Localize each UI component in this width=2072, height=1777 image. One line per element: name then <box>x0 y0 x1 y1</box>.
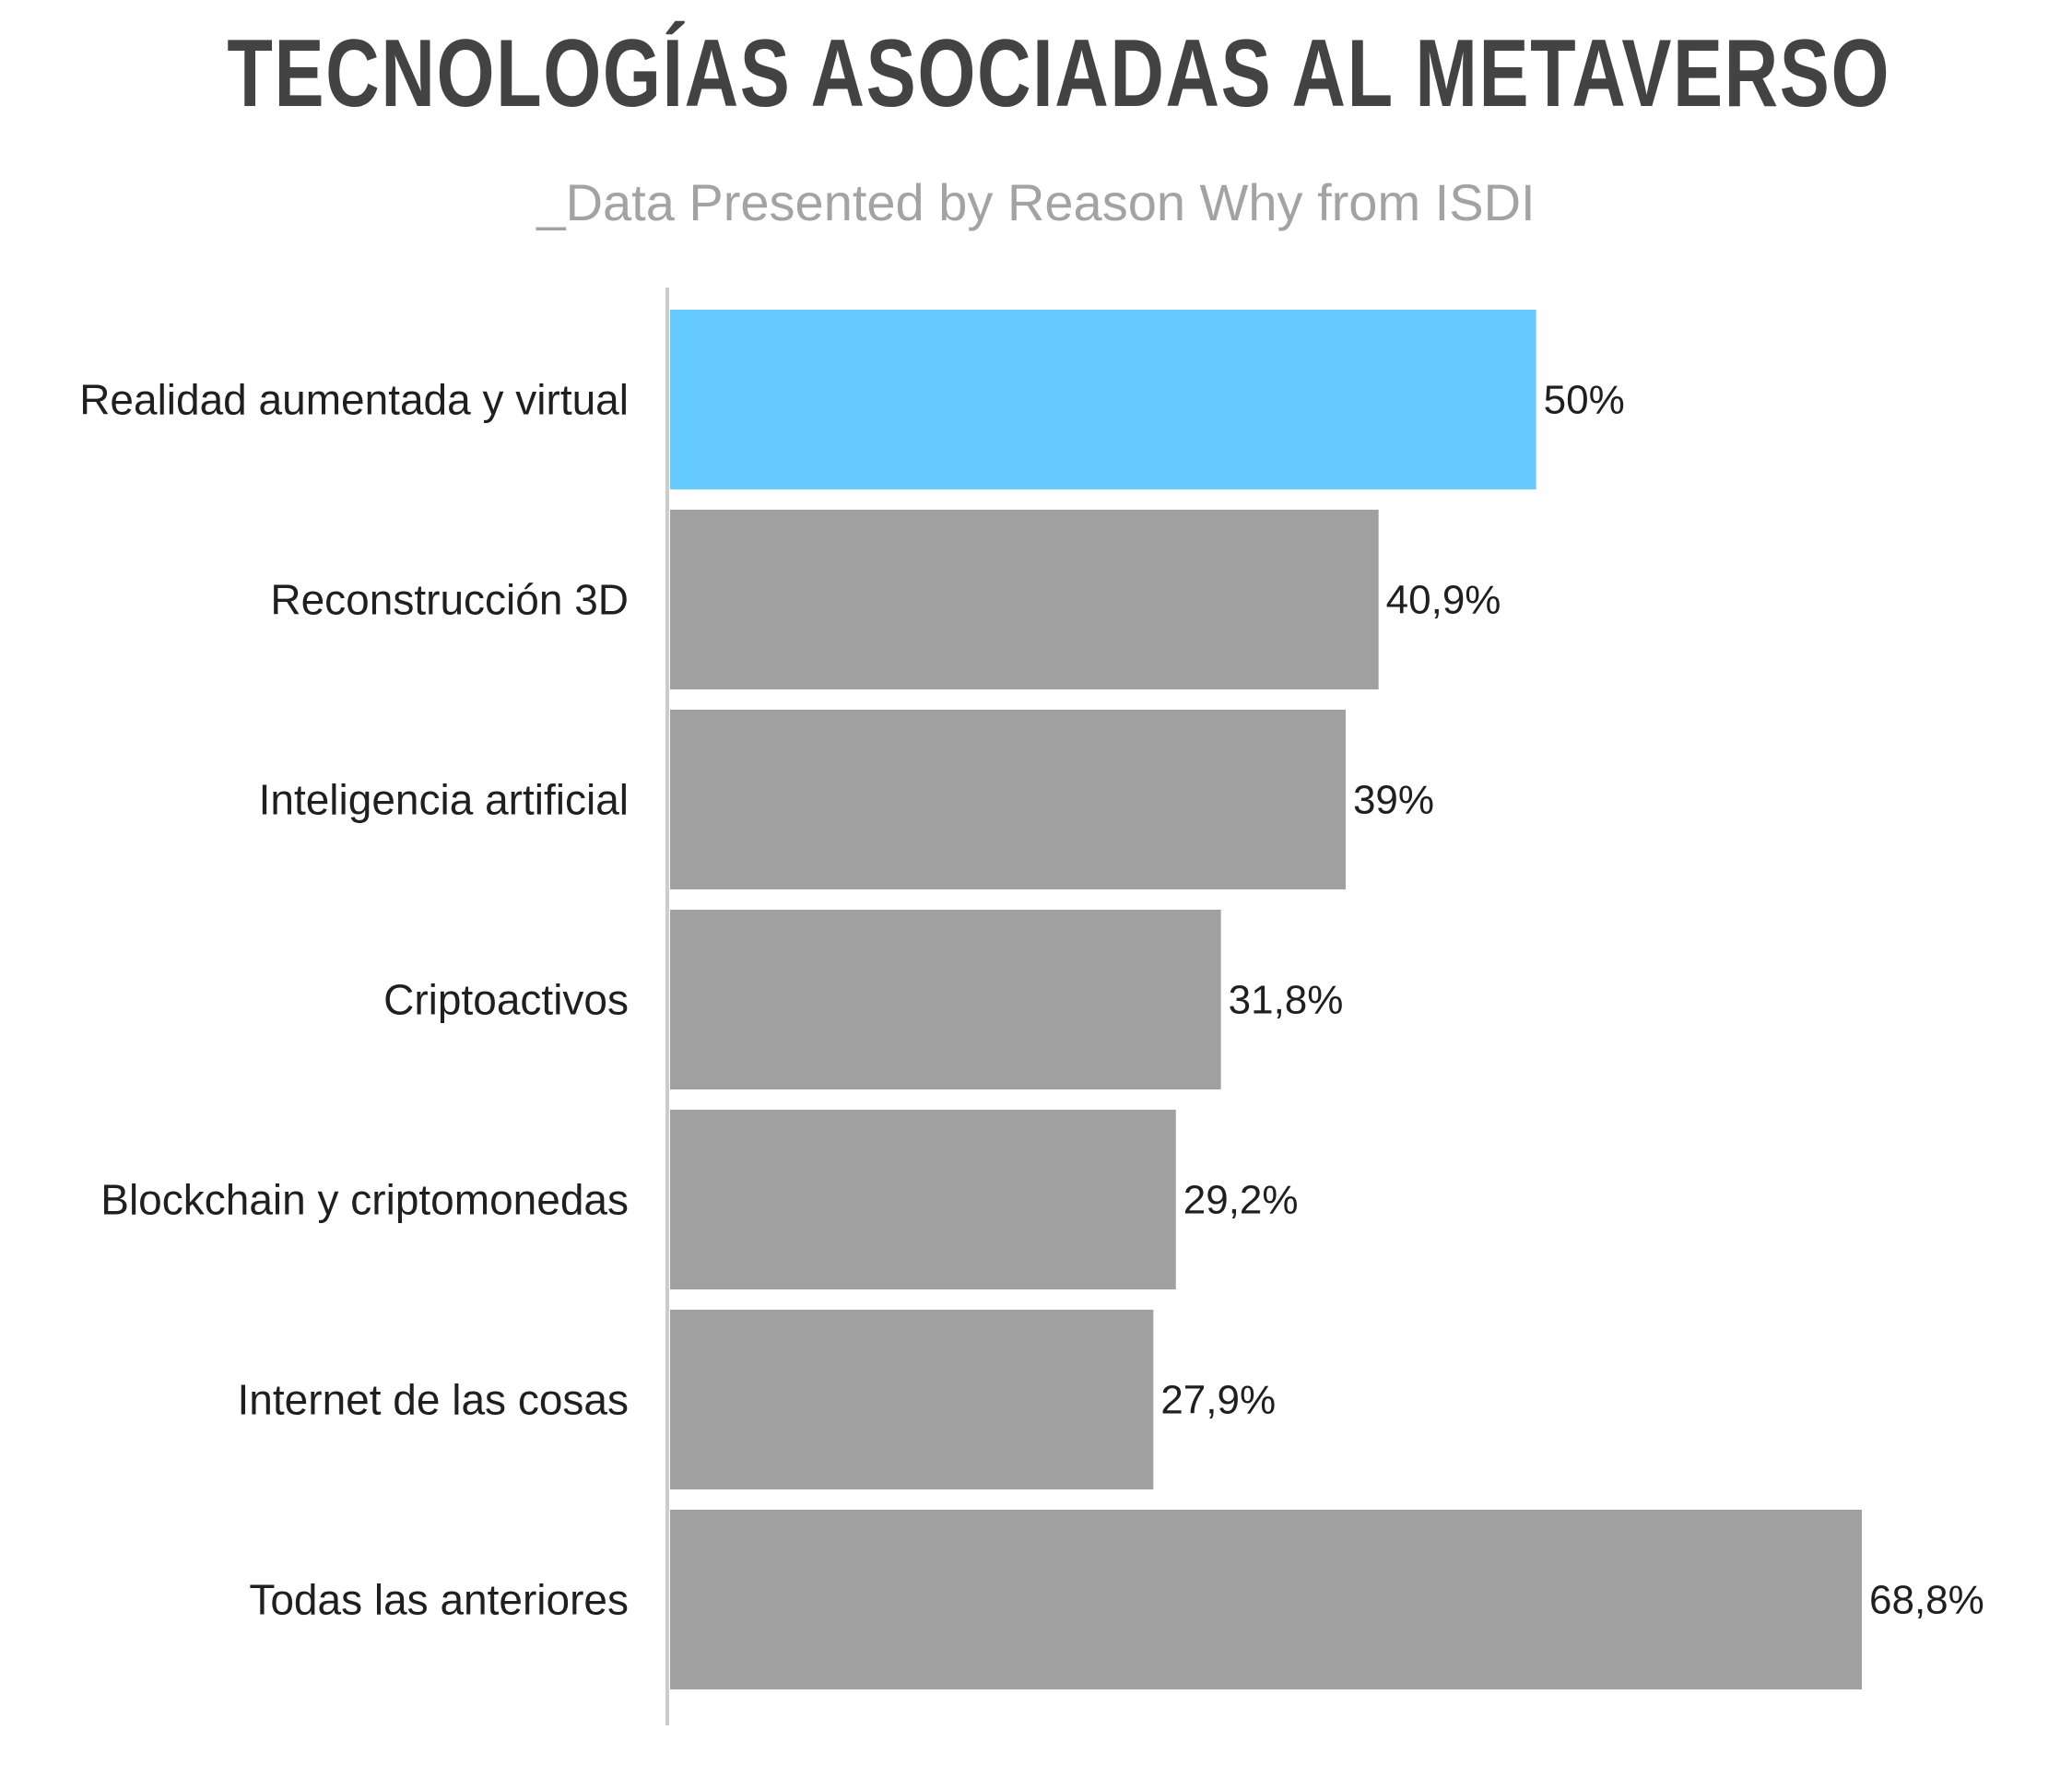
bar-6 <box>670 1510 1862 1689</box>
value-label-6: 68,8% <box>1869 1578 1984 1623</box>
value-label-0: 50% <box>1544 378 1625 423</box>
value-label-2: 39% <box>1353 778 1434 823</box>
bar-1 <box>670 510 1379 689</box>
bar-2 <box>670 710 1346 889</box>
bars-layer: Realidad aumentada y virtual 50% Reconstru… <box>79 310 1984 1689</box>
bar-0 <box>670 310 1536 489</box>
category-label-3: Criptoactivos <box>383 976 629 1024</box>
value-label-3: 31,8% <box>1229 978 1344 1023</box>
category-label-6: Todas las anteriores <box>249 1576 629 1624</box>
bar-4 <box>670 1110 1176 1289</box>
value-label-4: 29,2% <box>1183 1178 1299 1223</box>
bar-3 <box>670 910 1221 1089</box>
category-label-2: Inteligencia artificial <box>259 776 629 824</box>
category-label-5: Internet de las cosas <box>238 1376 629 1424</box>
chart-title: TECNOLOGÍAS ASOCIADAS AL METAVERSO <box>227 20 1891 127</box>
category-label-4: Blockchain y criptomonedas <box>100 1176 629 1224</box>
bar-5 <box>670 1310 1154 1489</box>
category-label-1: Reconstrucción 3D <box>270 576 629 624</box>
chart-subtitle: _Data Presented by Reason Why from ISDI <box>536 173 1536 231</box>
value-label-5: 27,9% <box>1160 1378 1276 1423</box>
category-label-0: Realidad aumentada y virtual <box>79 376 629 424</box>
value-label-1: 40,9% <box>1386 578 1501 623</box>
